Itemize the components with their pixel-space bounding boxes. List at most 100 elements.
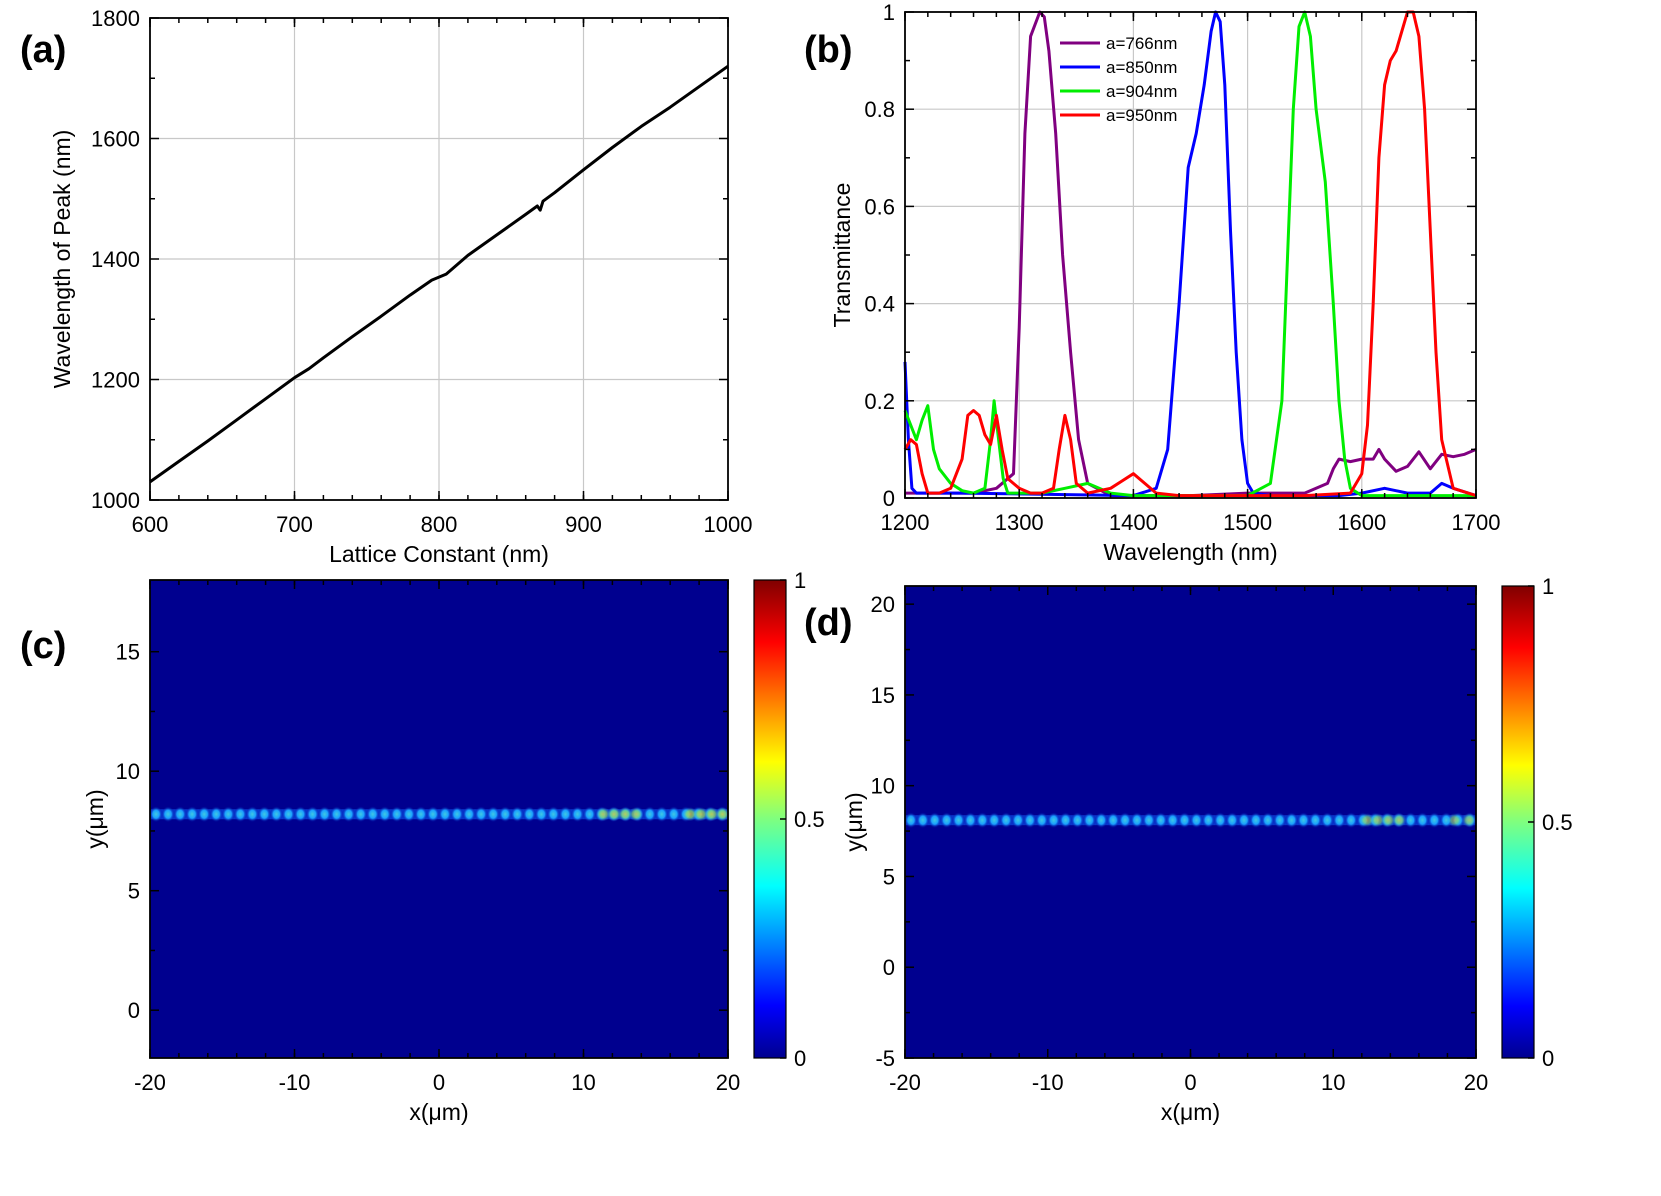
x-axis-label: x(μm) [1161,1099,1220,1125]
field-bead [450,806,464,823]
legend-entry: a=850nm [1106,58,1177,77]
x-axis-label: x(μm) [409,1099,468,1125]
colorbar-tick-label: 1 [1542,574,1554,599]
field-bead [173,806,187,823]
x-tick-label: 0 [433,1070,445,1095]
field-bead [975,812,989,829]
field-bead [987,812,1001,829]
field-bead [245,806,259,823]
x-tick-label: 1500 [1223,510,1272,535]
field-bead [462,806,476,823]
x-tick-label: -20 [134,1070,166,1095]
panel-label: (d) [804,602,853,644]
y-tick-label: 10 [116,759,140,784]
field-bead [534,806,548,823]
y-tick-label: 0.4 [864,292,895,317]
field-bead [1118,812,1132,829]
field-bead [209,806,223,823]
colorbar-tick-label: 0 [1542,1046,1554,1071]
x-tick-label: 10 [1321,1070,1345,1095]
x-tick-label: 800 [421,512,458,537]
hot-spot [617,807,633,822]
field-bead [999,812,1013,829]
field-bead [161,806,175,823]
legend-entry: a=950nm [1106,106,1177,125]
field-bead [1189,812,1203,829]
field-bead [1296,812,1311,829]
colorbar-tick-label: 0 [794,1046,806,1071]
field-bead [281,806,296,823]
field-bead [414,806,428,823]
hot-spot [596,807,611,822]
field-bead [1094,812,1108,829]
x-tick-label: 0 [1184,1070,1196,1095]
x-axis-label: Wavelength (nm) [1103,539,1277,565]
field-bead [1047,812,1061,829]
field-bead [293,806,308,823]
hot-spot [1370,813,1385,828]
field-bead [1285,812,1299,829]
y-tick-label: 15 [116,640,140,665]
hot-spot [682,807,698,822]
field-bead [185,806,199,823]
field-bead [426,806,440,823]
field-bead [330,806,344,823]
x-tick-label: 10 [571,1070,595,1095]
y-tick-label: 5 [883,864,895,889]
field-bead [498,806,512,823]
waveguide-mode [904,812,1477,829]
field-bead [1404,812,1418,829]
panel-label: (c) [20,625,66,667]
y-tick-label: -5 [875,1046,895,1071]
x-tick-label: 1000 [704,512,753,537]
y-tick-label: 0.6 [864,194,895,219]
field-bead [510,806,524,823]
series-line-a=850nm [903,10,1477,498]
y-tick-label: 1 [883,0,895,25]
field-bead [643,806,657,823]
legend: a=766nm a=850nm a=904nm a=950nm [1060,34,1177,125]
field-bead [1011,812,1025,829]
x-tick-label: -10 [1032,1070,1064,1095]
field-bead [378,806,392,823]
x-tick-label: 20 [1464,1070,1488,1095]
x-tick-label: 600 [132,512,169,537]
field-bead [916,812,930,829]
field-bead [904,812,918,829]
field-bead [486,806,500,823]
field-bead [1070,812,1085,829]
field-bead [197,806,211,823]
field-bead [1166,812,1180,829]
hot-spot [1447,813,1462,828]
y-tick-label: 0 [883,486,895,511]
x-tick-label: 20 [716,1070,740,1095]
hot-spot [1461,813,1477,828]
field-bead [354,806,368,823]
field-bead [1130,812,1144,829]
field-bead [233,806,247,823]
field-bead [546,806,561,823]
field-bead [1082,812,1096,829]
field-bead [940,812,954,829]
y-tick-label: 0.8 [864,97,895,122]
x-tick-label: 1600 [1337,510,1386,535]
hot-spot [1392,813,1407,828]
waveguide-mode [149,806,730,823]
field-bead [655,806,669,823]
series-line-peak-wavelength [149,64,729,484]
field-bead [1332,812,1346,829]
field-bead [1308,812,1322,829]
x-tick-label: 1200 [881,510,930,535]
field-bead [149,806,163,823]
y-tick-label: 0 [128,998,140,1023]
colorbar-tick-label: 0.5 [794,807,825,832]
y-tick-label: 5 [128,879,140,904]
field-bead [1237,812,1251,829]
x-tick-label: -20 [889,1070,921,1095]
field-bead [1261,812,1275,829]
field-bead [1344,812,1358,829]
field-bead [1059,812,1073,829]
